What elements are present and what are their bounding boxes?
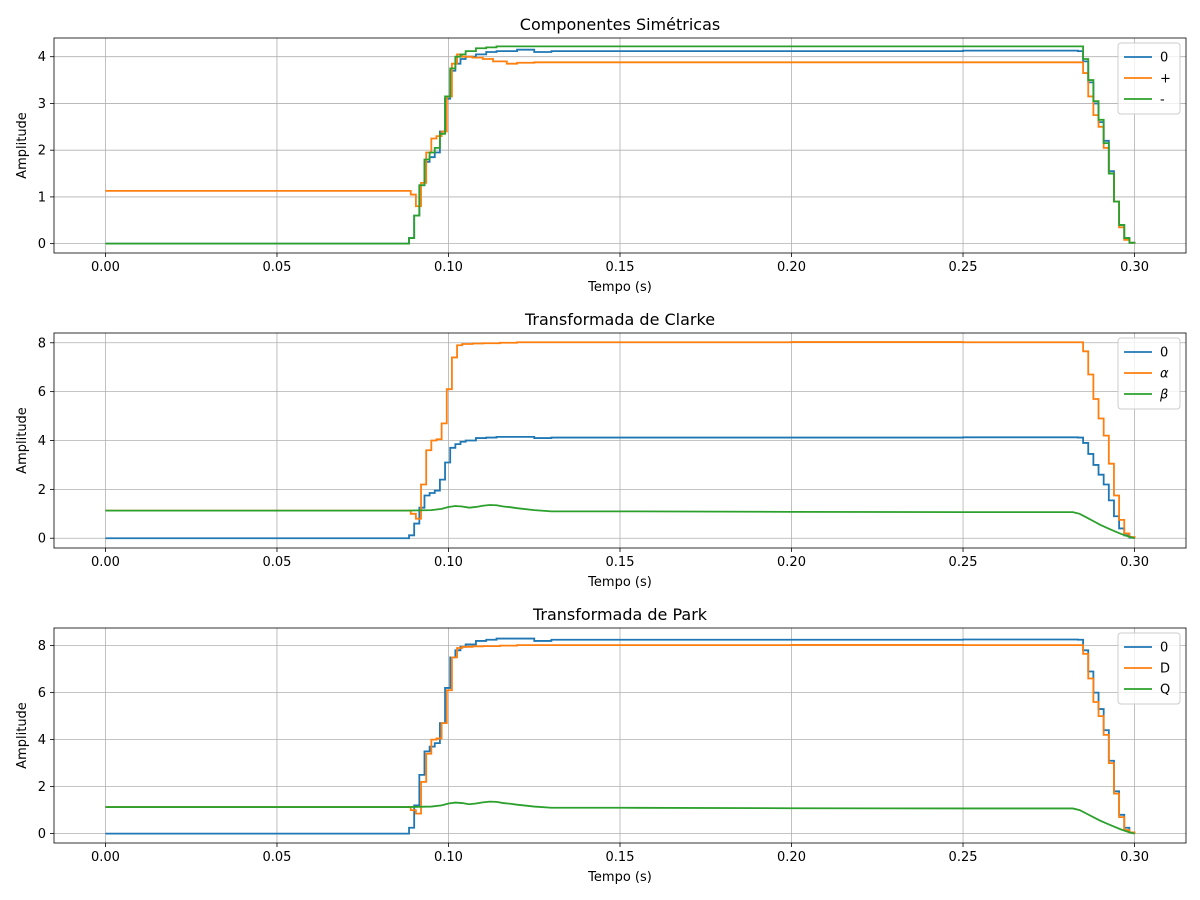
- x-tick-label: 0.00: [91, 260, 120, 275]
- x-tick-label: 0.10: [434, 260, 463, 275]
- y-axis-label: Amplitude: [15, 702, 30, 769]
- x-axis-label: Tempo (s): [587, 870, 652, 885]
- x-tick-label: 0.15: [606, 850, 635, 865]
- x-axis-label: Tempo (s): [587, 280, 652, 295]
- y-tick-label: 6: [38, 385, 46, 400]
- series-line-2: [105, 45, 1136, 245]
- x-tick-label: 0.00: [91, 555, 120, 570]
- legend: 0 + -: [1117, 42, 1181, 115]
- x-tick-label: 0.00: [91, 850, 120, 865]
- chart-2: 0.00 0.05 0.10 0.15 0.20 0.25 0.30 0 2 4 6 8 Transfo…: [15, 605, 1187, 885]
- y-axis-label: Amplitude: [15, 407, 30, 474]
- y-tick-label: 2: [38, 780, 46, 795]
- legend-label-0: 0: [1160, 51, 1168, 66]
- y-tick-label: 4: [38, 434, 46, 449]
- y-tick-label: 4: [38, 50, 46, 65]
- legend-label-1: D: [1160, 662, 1170, 677]
- y-tick-label: 8: [38, 336, 46, 351]
- legend-label-1: +: [1160, 72, 1171, 87]
- chart-title: Componentes Simétricas: [520, 15, 720, 34]
- x-tick-label: 0.25: [949, 850, 978, 865]
- legend-label-1: α: [1160, 367, 1169, 382]
- legend-label-2: β: [1159, 388, 1168, 403]
- x-tick-label: 0.20: [777, 850, 806, 865]
- x-tick-label: 0.30: [1120, 555, 1149, 570]
- x-axis-label: Tempo (s): [587, 575, 652, 590]
- y-tick-label: 0: [38, 827, 46, 842]
- y-tick-label: 2: [38, 483, 46, 498]
- series-line-0: [105, 435, 1136, 540]
- series-line-2: [105, 800, 1135, 835]
- x-tick-label: 0.05: [262, 555, 291, 570]
- x-tick-label: 0.10: [434, 850, 463, 865]
- x-tick-label: 0.25: [949, 260, 978, 275]
- y-tick-label: 4: [38, 733, 46, 748]
- legend: 0 DQ: [1117, 632, 1181, 705]
- x-tick-label: 0.30: [1120, 850, 1149, 865]
- x-tick-label: 0.30: [1120, 260, 1149, 275]
- legend-label-0: 0: [1160, 641, 1168, 656]
- y-tick-label: 8: [38, 639, 46, 654]
- series-line-1: [105, 341, 1136, 539]
- chart-1: 0.00 0.05 0.10 0.15 0.20 0.25 0.30 0 2 4 6 8 Transfo…: [15, 310, 1187, 590]
- x-tick-label: 0.25: [949, 555, 978, 570]
- legend-label-0: 0: [1160, 346, 1168, 361]
- legend: 0 αβ: [1117, 337, 1181, 410]
- y-tick-label: 0: [38, 237, 46, 252]
- series-line-2: [105, 504, 1135, 540]
- series-line-1: [105, 644, 1136, 834]
- y-tick-label: 6: [38, 686, 46, 701]
- chart-title: Transformada de Park: [532, 605, 708, 624]
- x-tick-label: 0.20: [777, 260, 806, 275]
- legend-label-2: -: [1160, 93, 1165, 108]
- y-tick-label: 1: [38, 190, 46, 205]
- y-tick-label: 2: [38, 144, 46, 159]
- legend-label-2: Q: [1160, 683, 1170, 698]
- x-tick-label: 0.20: [777, 555, 806, 570]
- chart-title: Transformada de Clarke: [524, 310, 715, 329]
- chart-0: 0.00 0.05 0.10 0.15 0.20 0.25 0.30 0 1 2 3 4 Compone…: [15, 15, 1187, 295]
- x-tick-label: 0.15: [606, 555, 635, 570]
- x-tick-label: 0.10: [434, 555, 463, 570]
- y-tick-label: 0: [38, 532, 46, 547]
- y-axis-label: Amplitude: [15, 112, 30, 179]
- x-tick-label: 0.05: [262, 850, 291, 865]
- x-tick-label: 0.15: [606, 260, 635, 275]
- x-tick-label: 0.05: [262, 260, 291, 275]
- y-tick-label: 3: [38, 97, 46, 112]
